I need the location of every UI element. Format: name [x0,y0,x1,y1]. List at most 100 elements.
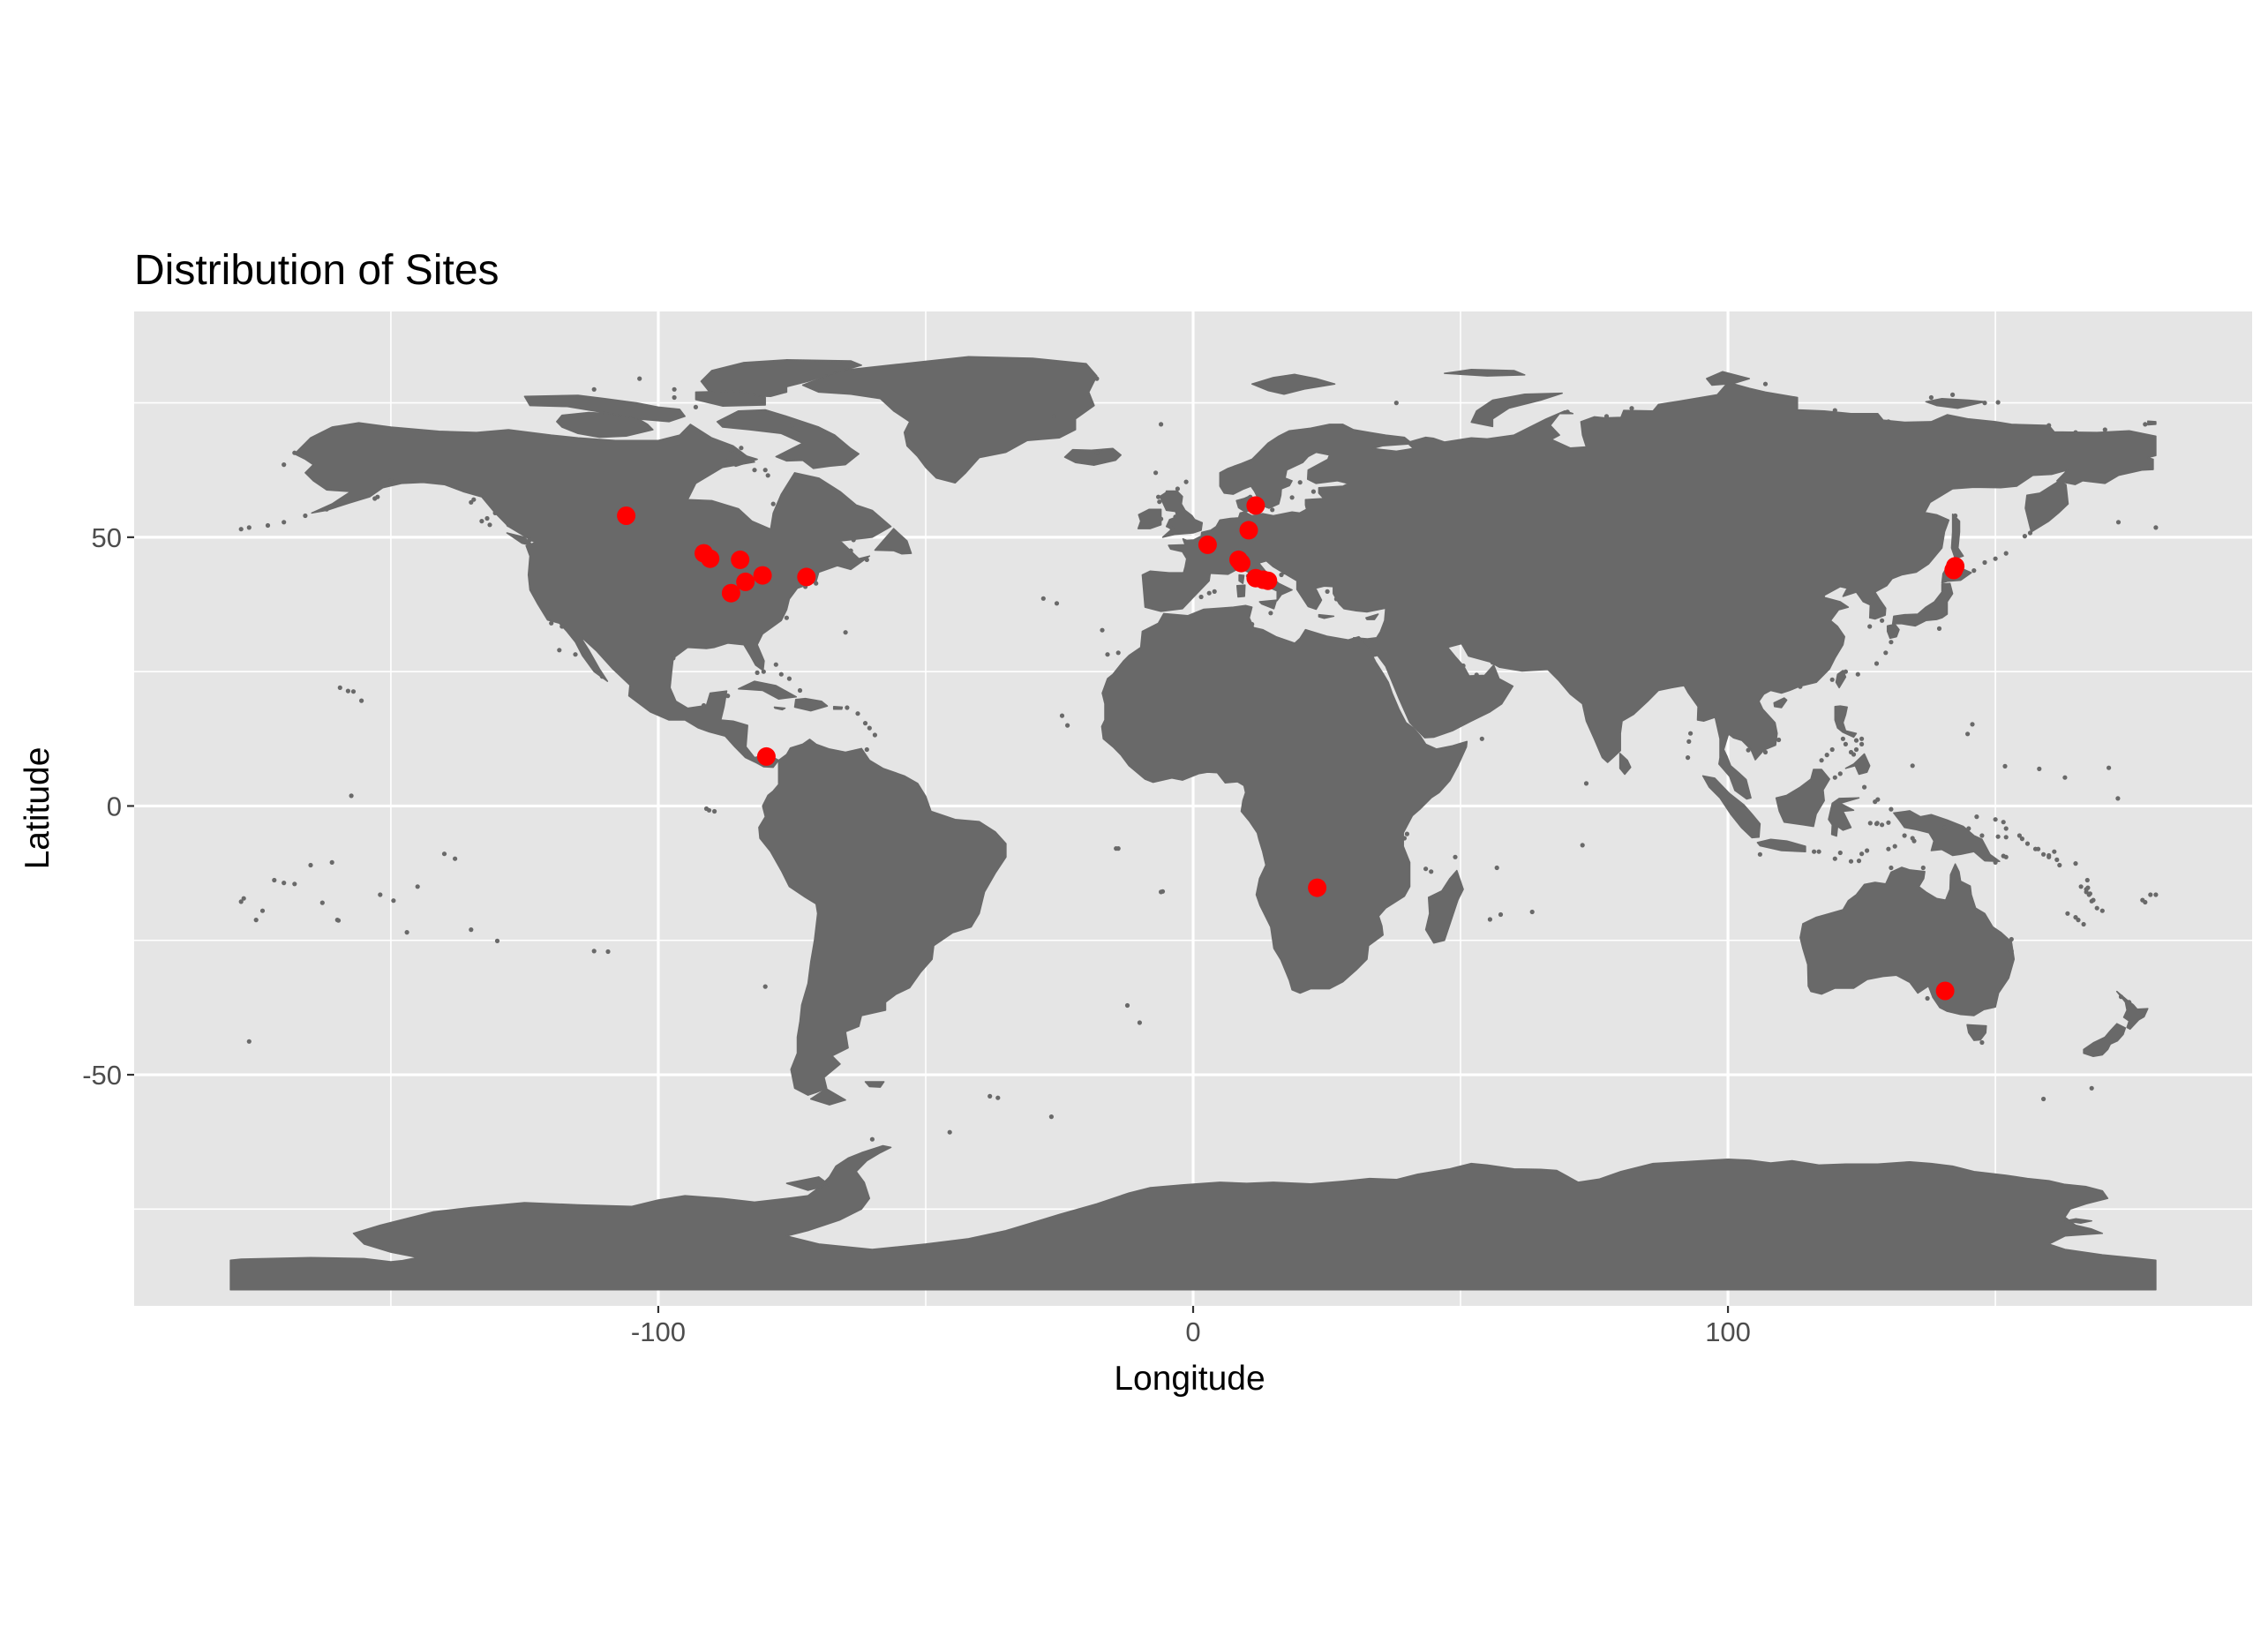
islet [864,746,869,753]
site-point [736,572,755,591]
islet [1159,889,1164,895]
islet [2089,1085,2094,1091]
islet [2002,763,2008,769]
islet [324,506,329,512]
islet [1316,599,1321,604]
islet [2003,835,2009,840]
islet [1902,833,1907,838]
islet [292,881,297,887]
site-point [753,566,772,585]
islet [869,1136,875,1142]
islet [1856,859,1862,864]
islet [308,862,313,868]
islet [2057,862,2062,868]
landmass-devon-island [695,390,766,407]
islet [706,807,712,813]
islet [765,473,770,478]
landmass-north-america [294,422,892,769]
islet [1048,1114,1054,1120]
landmass-great-britain [1159,490,1204,538]
islet [762,984,768,989]
islet [2016,833,2022,838]
islet [1629,406,1634,411]
islet [2027,530,2033,536]
islet [1776,737,1782,743]
islet [1686,755,1691,761]
landmass-eurasia [1141,381,2157,800]
islet [1993,556,1998,561]
islet [1250,621,1255,627]
islet [2153,892,2159,897]
islet [1289,495,1295,500]
landmass-puerto-rico [832,706,844,710]
islet [479,519,484,524]
islet [2081,921,2086,927]
islet [1889,806,1894,812]
islet [378,892,383,897]
islet [2148,892,2153,897]
landmass-new-zealand-north [2115,990,2149,1031]
islet [404,930,409,935]
islet [372,496,378,501]
islet [282,520,287,525]
islet [1059,713,1065,718]
islet [1859,741,1865,747]
islet [845,705,850,710]
islet [1115,846,1121,851]
islet [2065,911,2070,916]
islet [329,859,334,866]
islet [761,669,766,674]
islet [2052,849,2057,854]
islet [712,808,717,814]
islet [1886,419,1891,424]
islet [1762,749,1769,755]
islet [1115,650,1121,656]
landmass-crete [1318,613,1335,619]
islet [1333,596,1339,602]
landmass-africa [1100,604,1468,994]
landmass-franz-josef-land [1444,369,1526,377]
islet [784,615,790,620]
islet [747,753,752,758]
islet [1829,677,1835,682]
islet [2054,857,2060,863]
islet [573,652,578,657]
islet [238,527,244,532]
islet [2022,534,2027,539]
islet [1840,736,1845,741]
islet [693,404,699,409]
islet [1859,736,1865,741]
islet [2115,796,2121,801]
islet [1889,640,1894,645]
islet [1968,1010,1973,1016]
islet [1883,650,1889,656]
islet [752,468,757,473]
islet [1688,731,1693,736]
islet [1583,781,1589,786]
islet [1816,849,1821,854]
islet [1829,746,1835,753]
islet [2102,427,2107,432]
islet [1487,917,1492,922]
islet [319,900,325,905]
landmass-australia [1799,863,2016,1016]
site-point [1258,571,1278,590]
islet [527,537,533,543]
landmass-tasmania [1966,1024,1987,1041]
islet [1603,414,1610,419]
islet [797,687,803,694]
islet [345,688,350,694]
islet [843,630,848,635]
islet [1281,569,1287,575]
landmass-corsica [1238,574,1245,584]
islet [1892,844,1897,849]
islet [862,721,868,726]
landmass-svalbard [1250,373,1336,395]
site-point [1935,981,1955,1001]
islet [1494,865,1499,871]
landmass-wrangel-island [2147,420,2157,426]
landmass-novaya-zemlya [1470,392,1563,428]
islet [1065,723,1070,728]
islet [1862,784,1867,790]
